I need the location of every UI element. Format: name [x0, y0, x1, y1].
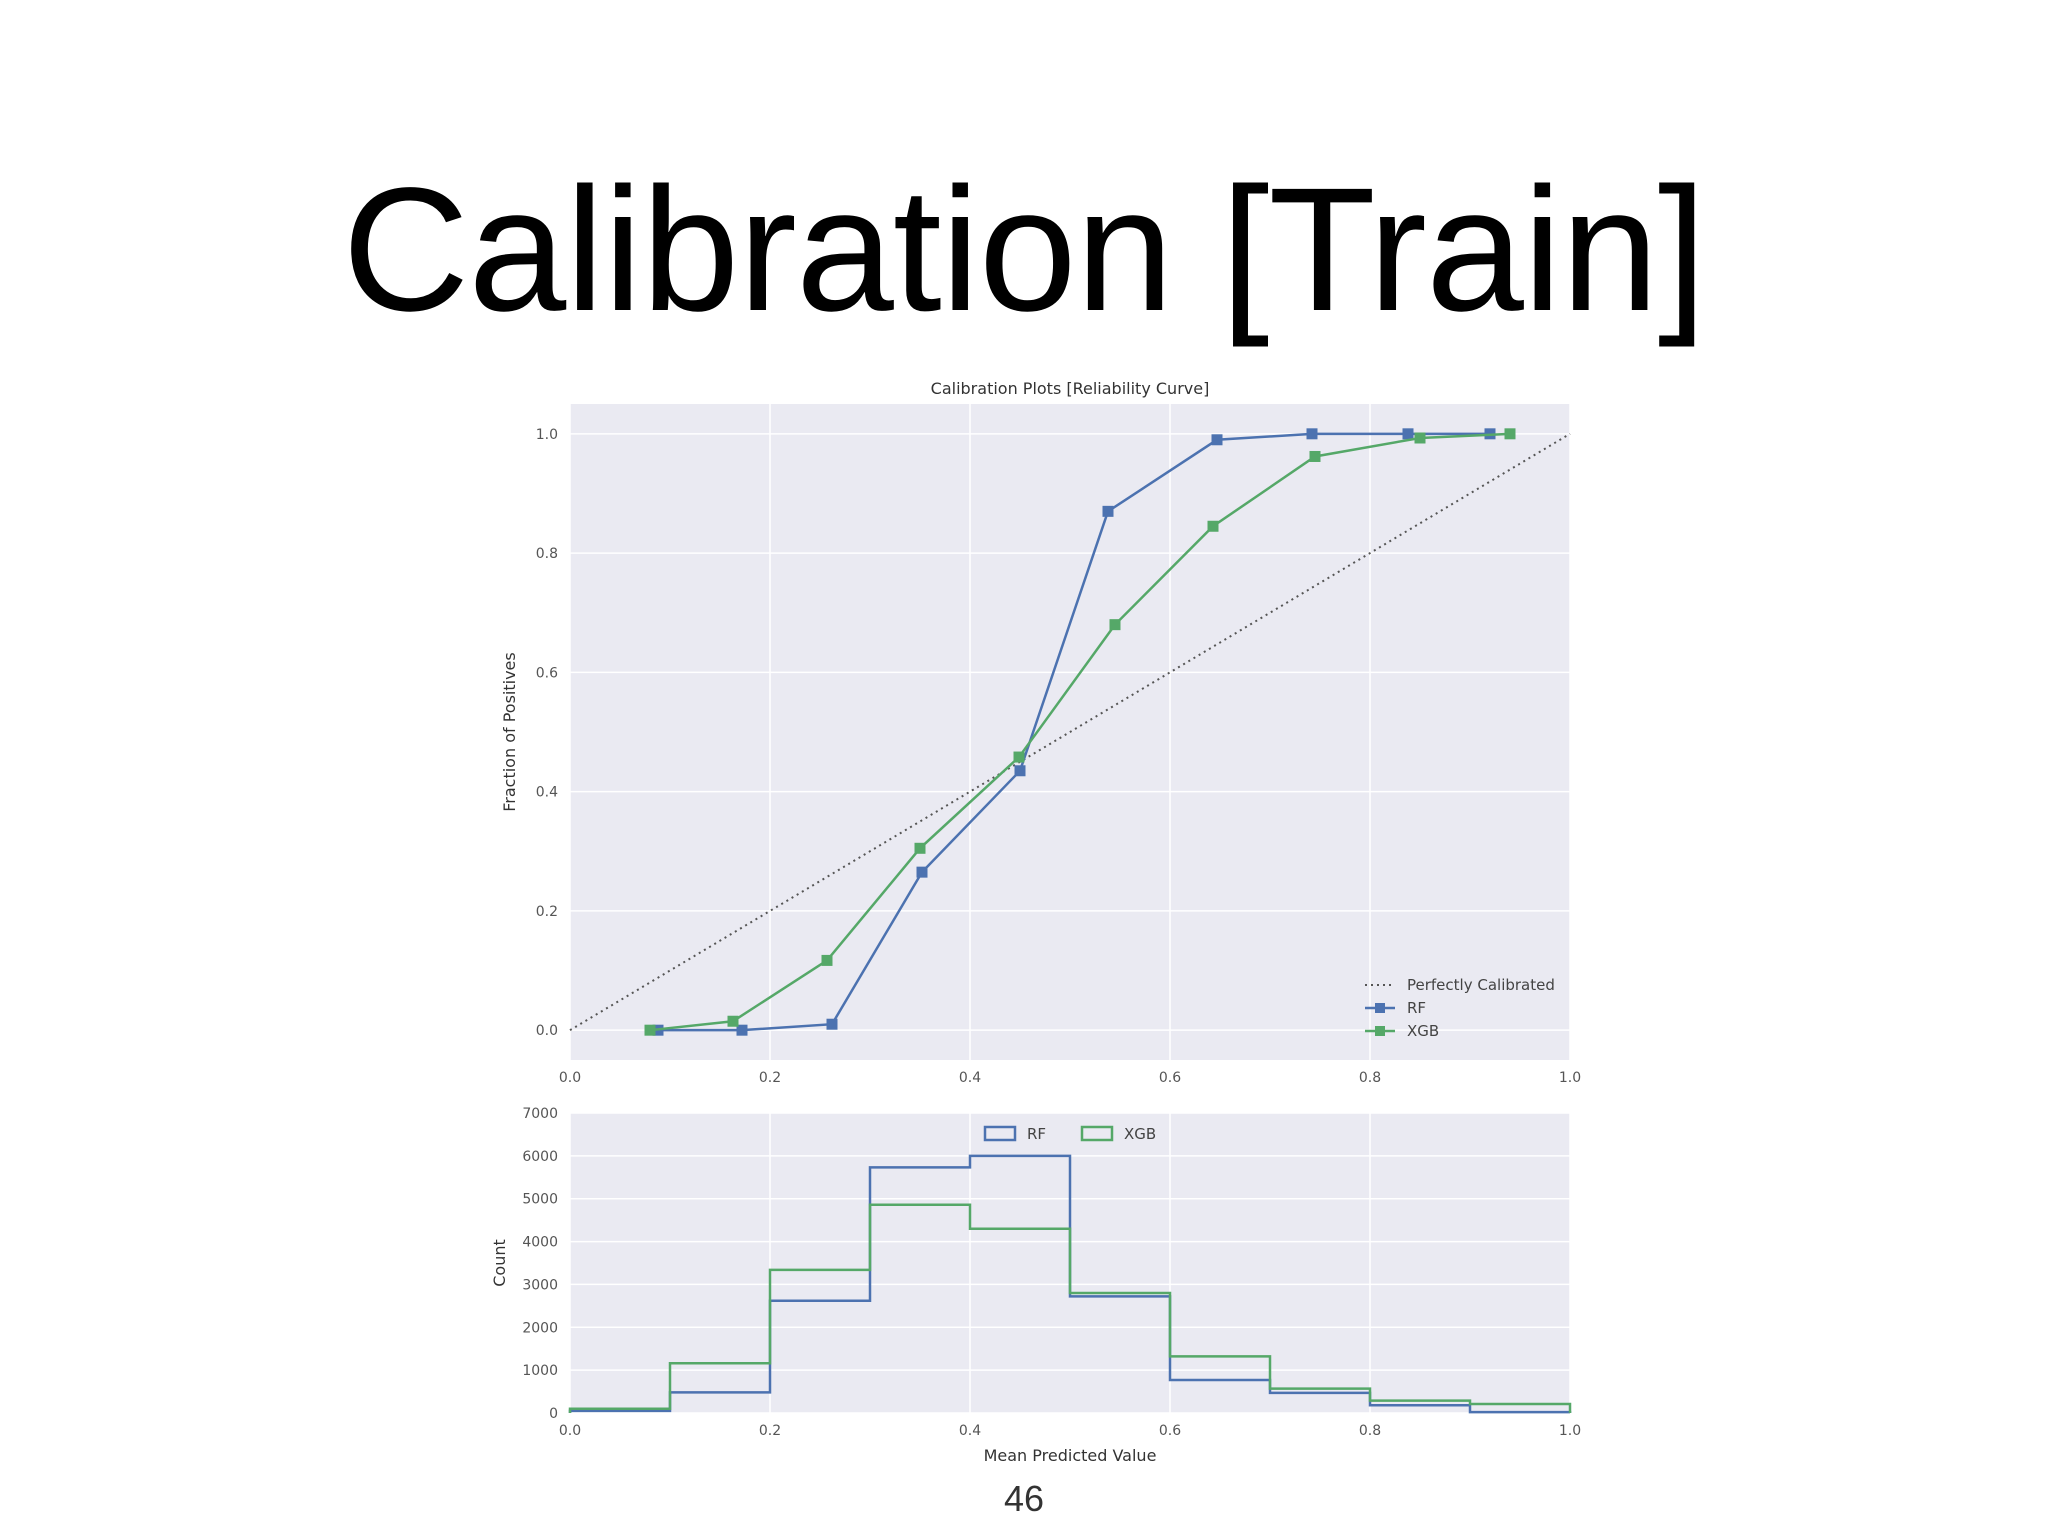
reliability-series-line-rf: [658, 432, 1490, 1032]
histogram-legend-label-xgb: XGB: [1124, 1125, 1156, 1143]
histogram-y-tick-label: 4000: [522, 1235, 558, 1251]
histogram-y-tick-label: 0: [549, 1406, 558, 1422]
histogram-x-tick-label: 0.4: [959, 1423, 981, 1439]
reliability-legend: Perfectly Calibrated RF XGB: [1365, 976, 1555, 1040]
histogram-ylabel: Count: [490, 1239, 509, 1287]
histogram-x-tick-label: 1.0: [1559, 1423, 1581, 1439]
reliability-point-rf: [826, 1018, 838, 1030]
legend-label-xgb: XGB: [1407, 1022, 1439, 1040]
histogram-step-xgb: [568, 1203, 1572, 1413]
histogram-legend-swatch-rf: [983, 1125, 1017, 1142]
reliability-point-xgb: [727, 1015, 739, 1027]
histogram-xlabel: Mean Predicted Value: [984, 1446, 1157, 1465]
legend-marker-rf: [1375, 1003, 1385, 1013]
histogram-x-tick-label: 0.0: [559, 1423, 581, 1439]
reliability-point-xgb: [1109, 619, 1121, 631]
histogram-y-tick-label: 2000: [522, 1320, 558, 1336]
histogram-y-tick-label: 5000: [522, 1192, 558, 1208]
reliability-y-tick-label: 0.8: [536, 546, 558, 562]
reliability-title: Calibration Plots [Reliability Curve]: [931, 379, 1210, 398]
reliability-point-xgb: [1309, 450, 1321, 462]
reliability-point-xgb: [821, 954, 833, 966]
reliability-point-xgb: [644, 1024, 656, 1036]
reliability-point-rf: [1402, 428, 1414, 440]
histogram-x-tick-label: 0.6: [1159, 1423, 1181, 1439]
legend-label-perfectly-calibrated: Perfectly Calibrated: [1407, 976, 1555, 994]
reliability-series: [569, 428, 1571, 1036]
reliability-point-xgb: [1414, 432, 1426, 444]
histogram-step-rf: [568, 1154, 1572, 1414]
reliability-point-rf: [1211, 434, 1223, 446]
reliability-point-xgb: [1504, 428, 1516, 440]
reliability-point-rf: [916, 866, 928, 878]
page-number: 46: [1003, 1478, 1045, 1519]
reliability-y-tick-label: 0.0: [536, 1023, 558, 1039]
reliability-x-tick-label: 1.0: [1559, 1070, 1581, 1086]
slide-title: Calibration [Train]: [342, 152, 1706, 348]
histogram-chart: 0.0 0.2 0.4 0.6 0.8 1.0 0 1000 2000 3000 4000 5000 6…: [490, 1106, 1581, 1465]
reliability-x-tick-label: 0.0: [559, 1070, 581, 1086]
reliability-point-rf: [1014, 765, 1026, 777]
reliability-point-xgb: [1207, 520, 1219, 532]
reliability-point-xgb: [914, 842, 926, 854]
reliability-x-tick-label: 0.8: [1359, 1070, 1381, 1086]
reliability-point-rf: [736, 1024, 748, 1036]
histogram-x-tick-label: 0.8: [1359, 1423, 1381, 1439]
histogram-y-tick-label: 7000: [522, 1106, 558, 1122]
reliability-y-tick-label: 0.4: [536, 785, 558, 801]
histogram-y-tick-label: 6000: [522, 1149, 558, 1165]
reliability-y-tick-label: 0.2: [536, 904, 558, 920]
reliability-x-tick-label: 0.2: [759, 1070, 781, 1086]
reliability-x-tick-label: 0.4: [959, 1070, 981, 1086]
reliability-chart: 0.0 0.2 0.4 0.6 0.8 1.0 0.0 0.2 0.4 0.6 0.8 1.0 Cal…: [500, 379, 1581, 1086]
histogram-y-tick-label: 3000: [522, 1277, 558, 1293]
histogram-legend-label-rf: RF: [1027, 1125, 1046, 1143]
histogram-x-tick-label: 0.2: [759, 1423, 781, 1439]
reliability-point-rf: [1306, 428, 1318, 440]
histogram-series: [568, 1154, 1572, 1414]
legend-label-rf: RF: [1407, 999, 1426, 1017]
reliability-y-tick-label: 1.0: [536, 427, 558, 443]
reliability-y-tick-label: 0.6: [536, 665, 558, 681]
reliability-series-line-xgb: [649, 432, 1511, 1032]
reliability-ylabel: Fraction of Positives: [500, 652, 519, 811]
histogram-ticks: 0.0 0.2 0.4 0.6 0.8 1.0 0 1000 2000 3000 4000 5000 6…: [522, 1106, 1581, 1439]
reliability-point-xgb: [1013, 751, 1025, 763]
histogram-legend-swatch-xgb: [1080, 1125, 1114, 1142]
histogram-y-tick-label: 1000: [522, 1363, 558, 1379]
reliability-x-tick-label: 0.6: [1159, 1070, 1181, 1086]
reliability-point-rf: [1102, 505, 1114, 517]
histogram-legend: RF XGB: [983, 1125, 1156, 1143]
reliability-grid: [569, 404, 1571, 1060]
legend-marker-xgb: [1375, 1026, 1385, 1036]
reliability-ticks: 0.0 0.2 0.4 0.6 0.8 1.0 0.0 0.2 0.4 0.6 0.8 1.0: [536, 427, 1581, 1086]
reliability-series-line-perfectly-calibrated: [569, 432, 1571, 1032]
